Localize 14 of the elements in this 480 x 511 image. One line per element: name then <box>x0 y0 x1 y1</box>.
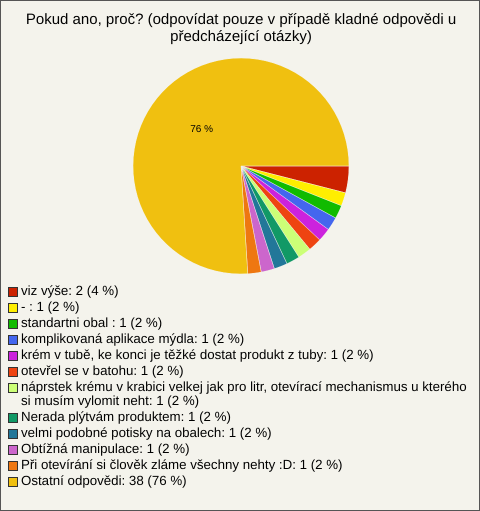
legend-label: Obtížná manipulace: 1 (2 %) <box>21 441 191 456</box>
data-label: 76 % <box>190 124 214 135</box>
legend-label: - : 1 (2 %) <box>21 299 80 314</box>
legend-label: Nerada plýtvám produktem: 1 (2 %) <box>21 409 232 424</box>
legend-label: otevřel se v batohu: 1 (2 %) <box>21 363 185 378</box>
legend-label: velmi podobné potisky na obalech: 1 (2 %) <box>21 425 273 440</box>
legend-label: komplikovaná aplikace mýdla: 1 (2 %) <box>21 331 246 346</box>
legend-label: standartni obal : 1 (2 %) <box>21 315 164 330</box>
legend-label: Při otevírání si člověk zláme všechny nehty :D: 1 (2 %) <box>21 457 344 472</box>
legend-label: Ostatní odpovědi: 38 (76 %) <box>21 473 188 488</box>
legend-label: krém v tubě, ke konci je těžké dostat produkt z tuby: 1 (2 %) <box>21 347 375 362</box>
legend-label: viz výše: 2 (4 %) <box>21 283 120 298</box>
chart-title: Pokud ano, proč? (odpovídat pouze v případě kladné odpovědi u předcházející otázky) <box>24 11 458 45</box>
legend-label: náprstek krému v krabici velkej jak pro litr, otevírací mechanismus u kterého si musím vylomit neht: 1 (2 %) <box>21 379 468 408</box>
